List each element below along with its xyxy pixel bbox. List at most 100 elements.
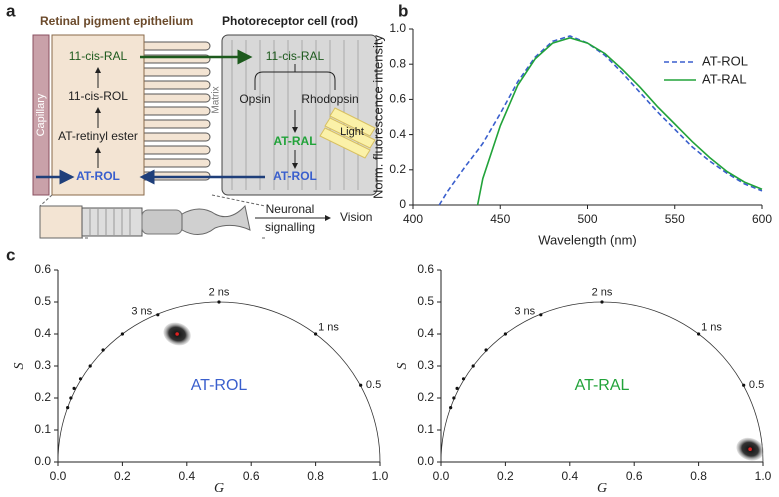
outer-segment-mini bbox=[81, 207, 143, 237]
capillary-label: Capillary bbox=[35, 93, 47, 136]
y-tick-label: 0.3 bbox=[34, 358, 51, 372]
light-label: Light bbox=[340, 126, 364, 138]
y-tick-label: 0.0 bbox=[34, 454, 51, 468]
panel-label: c bbox=[6, 245, 15, 264]
x-tick-label: 0.0 bbox=[50, 469, 67, 483]
y-tick-label: 0.2 bbox=[417, 390, 434, 404]
lifetime-marker bbox=[484, 348, 488, 352]
y-tick-label: 0.4 bbox=[389, 127, 406, 141]
capillary-shape bbox=[32, 34, 50, 196]
x-tick-label: 0.4 bbox=[178, 469, 195, 483]
lifetime-marker bbox=[66, 406, 70, 410]
x-tick-label: 1.0 bbox=[372, 469, 389, 483]
matrix-label: Matrix bbox=[211, 86, 222, 113]
lifetime-label: 0.5 bbox=[749, 379, 764, 391]
y-tick-label: 0.4 bbox=[417, 326, 434, 340]
bracket bbox=[254, 64, 336, 90]
zoom-lines bbox=[39, 194, 266, 239]
lifetime-label: 0.5 bbox=[366, 379, 381, 391]
lifetime-marker bbox=[88, 364, 92, 368]
x-tick-label: 600 bbox=[752, 212, 772, 226]
y-tick-label: 0.5 bbox=[34, 294, 51, 308]
lifetime-label: 3 ns bbox=[514, 306, 535, 318]
lifetime-marker bbox=[742, 383, 746, 387]
lifetime-label: 1 ns bbox=[701, 322, 722, 334]
rpe-step: AT-retinyl ester bbox=[58, 129, 138, 143]
lifetime-marker bbox=[359, 383, 363, 387]
arrows bbox=[95, 67, 298, 169]
lifetime-label: 2 ns bbox=[592, 286, 613, 298]
x-tick-label: 1.0 bbox=[755, 469, 772, 483]
y-tick-label: 0.3 bbox=[417, 358, 434, 372]
y-tick-label: 1.0 bbox=[389, 21, 406, 35]
lifetime-marker bbox=[314, 332, 318, 336]
rod-label: AT-RAL bbox=[273, 134, 316, 148]
y-tick-label: 0.4 bbox=[34, 326, 51, 340]
x-tick-label: 550 bbox=[665, 212, 685, 226]
x-tick-label: 400 bbox=[403, 212, 423, 226]
phasor-center bbox=[748, 447, 752, 452]
lifetime-marker bbox=[78, 377, 83, 381]
axes bbox=[57, 270, 380, 463]
legend-label: AT-ROL bbox=[702, 53, 748, 68]
panel-label: b bbox=[398, 1, 408, 20]
x-axis-label: Wavelength (nm) bbox=[538, 232, 637, 247]
lifetime-marker bbox=[449, 406, 453, 410]
y-tick-label: 0.8 bbox=[389, 56, 406, 70]
y-tick-label: 0.2 bbox=[389, 162, 406, 176]
x-tick-label: 0.8 bbox=[690, 469, 707, 483]
axes bbox=[440, 270, 763, 463]
y-axis-label: Norm. fluorescence intensity bbox=[370, 34, 385, 199]
rod-label: AT-ROL bbox=[273, 169, 317, 183]
rpe-step: 11-cis-ROL bbox=[68, 89, 128, 103]
y-tick-label: 0.0 bbox=[417, 454, 434, 468]
signal-label: signalling bbox=[265, 220, 315, 234]
lifetime-marker bbox=[156, 313, 160, 317]
cell-body-mini bbox=[181, 204, 251, 235]
lifetime-marker bbox=[455, 386, 459, 390]
rpe-mini bbox=[39, 205, 83, 239]
microvilli bbox=[137, 41, 211, 181]
series-line bbox=[476, 36, 763, 206]
x-tick-label: 450 bbox=[490, 212, 510, 226]
lifetime-marker bbox=[539, 313, 543, 317]
rod-label: Rhodopsin bbox=[301, 92, 358, 106]
sample-label: AT-RAL bbox=[575, 377, 630, 394]
rod-outer-segment bbox=[221, 34, 378, 196]
lifetime-label: 2 ns bbox=[209, 286, 230, 298]
y-tick-label: 0.6 bbox=[389, 92, 406, 106]
phasor-center bbox=[175, 332, 179, 336]
sample-label: AT-ROL bbox=[191, 377, 248, 394]
lifetime-marker bbox=[72, 386, 76, 390]
lifetime-label: 3 ns bbox=[131, 306, 152, 318]
x-tick-label: 500 bbox=[577, 212, 597, 226]
x-tick-label: 0.8 bbox=[307, 469, 324, 483]
rpe-step: 11-cis-RAL bbox=[69, 49, 128, 63]
inner-segment-mini bbox=[141, 209, 183, 235]
y-tick-label: 0 bbox=[399, 197, 406, 211]
light-beams bbox=[319, 107, 376, 159]
lifetime-marker bbox=[69, 396, 73, 400]
lifetime-marker bbox=[101, 348, 105, 352]
x-tick-label: 0.2 bbox=[497, 469, 514, 483]
rod-label: 11-cis-RAL bbox=[266, 49, 325, 63]
lifetime-marker bbox=[600, 300, 604, 304]
lifetime-marker bbox=[503, 332, 507, 336]
x-tick-label: 0.6 bbox=[243, 469, 260, 483]
y-tick-label: 0.2 bbox=[34, 390, 51, 404]
x-tick-label: 0.4 bbox=[561, 469, 578, 483]
x-tick-label: 0.0 bbox=[433, 469, 450, 483]
rpe-title: Retinal pigment epithelium bbox=[40, 14, 193, 28]
rpe-step: AT-ROL bbox=[76, 169, 120, 183]
y-axis-label: S bbox=[395, 363, 410, 370]
lifetime-marker bbox=[120, 332, 124, 336]
y-tick-label: 0.1 bbox=[417, 422, 434, 436]
x-axis-label: G bbox=[214, 481, 224, 496]
lifetime-marker bbox=[217, 300, 221, 304]
signal-label: Neuronal bbox=[266, 202, 315, 216]
disc-mini bbox=[89, 209, 131, 235]
disc-lines bbox=[231, 40, 359, 190]
x-tick-label: 0.6 bbox=[626, 469, 643, 483]
y-tick-label: 0.6 bbox=[417, 262, 434, 276]
